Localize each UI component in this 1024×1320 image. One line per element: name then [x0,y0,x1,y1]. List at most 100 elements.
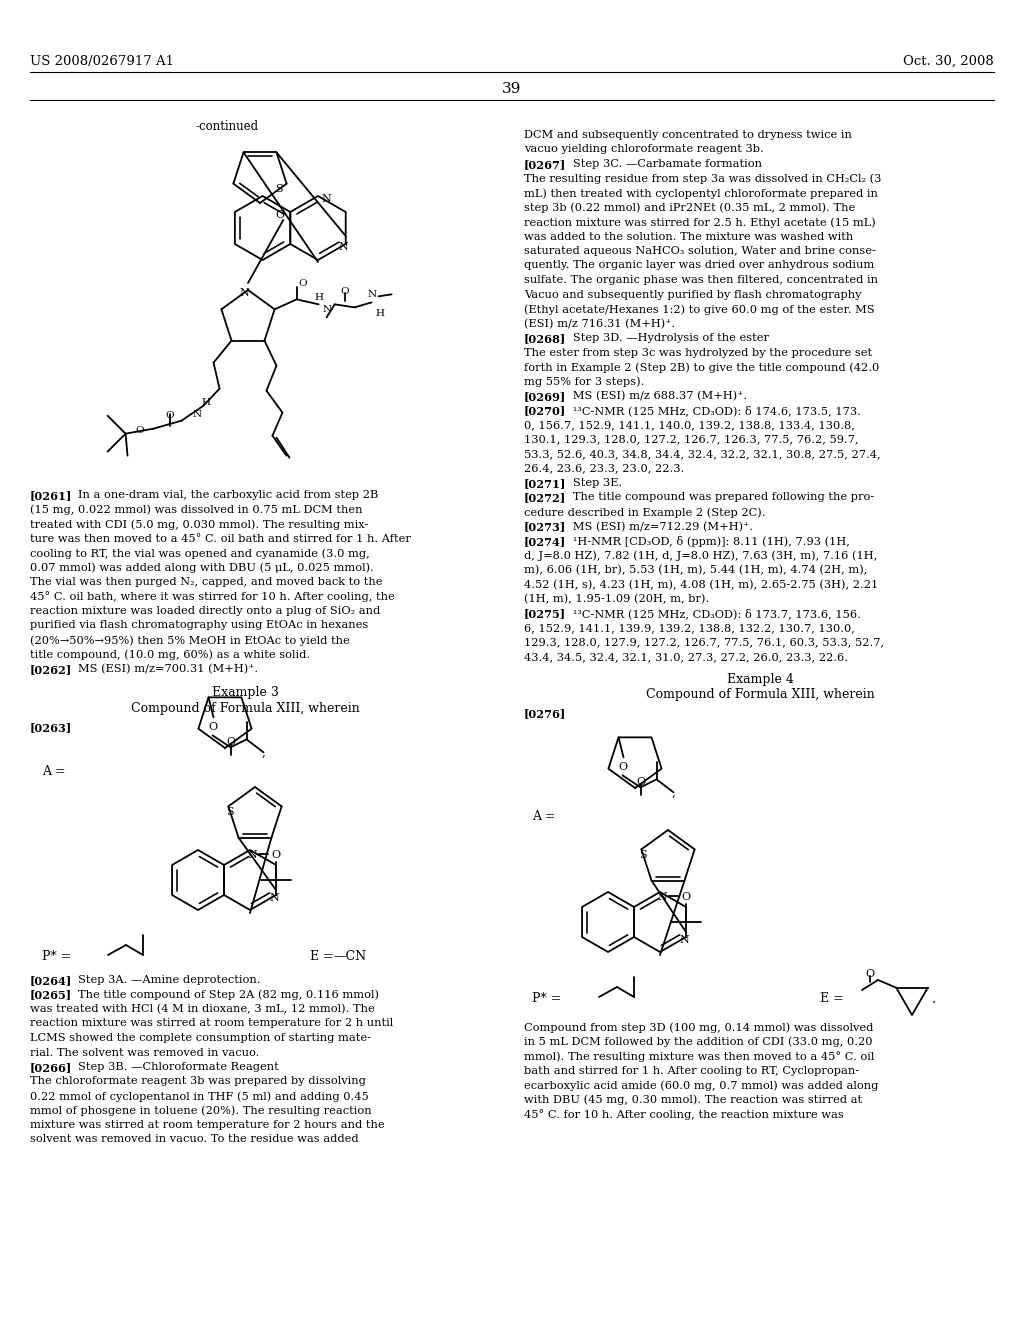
Text: N: N [679,935,689,945]
Text: (ESI) m/z 716.31 (M+H)⁺.: (ESI) m/z 716.31 (M+H)⁺. [524,318,675,329]
Text: N: N [322,194,331,205]
Text: N: N [193,411,202,420]
Text: [0266]: [0266] [30,1063,73,1073]
Text: The title compound of Step 2A (82 mg, 0.116 mmol): The title compound of Step 2A (82 mg, 0.… [78,990,379,1001]
Text: Compound from step 3D (100 mg, 0.14 mmol) was dissolved: Compound from step 3D (100 mg, 0.14 mmol… [524,1022,873,1032]
Text: ture was then moved to a 45° C. oil bath and stirred for 1 h. After: ture was then moved to a 45° C. oil bath… [30,533,411,544]
Text: O: O [208,722,217,733]
Text: LCMS showed the complete consumption of starting mate-: LCMS showed the complete consumption of … [30,1034,371,1043]
Text: E =: E = [310,950,334,964]
Text: [0261]: [0261] [30,490,73,502]
Text: [0271]: [0271] [524,478,566,488]
Text: S: S [274,183,283,194]
Text: Example 4: Example 4 [727,673,794,686]
Text: title compound, (10.0 mg, 60%) as a white solid.: title compound, (10.0 mg, 60%) as a whit… [30,649,310,660]
Text: 0, 156.7, 152.9, 141.1, 140.0, 139.2, 138.8, 133.4, 130.8,: 0, 156.7, 152.9, 141.1, 140.0, 139.2, 13… [524,420,855,430]
Text: bath and stirred for 1 h. After cooling to RT, Cyclopropan-: bath and stirred for 1 h. After cooling … [524,1065,859,1076]
Text: A =: A = [42,766,66,777]
Text: N: N [657,892,667,902]
Text: treated with CDI (5.0 mg, 0.030 mmol). The resulting mix-: treated with CDI (5.0 mg, 0.030 mmol). T… [30,519,369,529]
Text: The title compound was prepared following the pro-: The title compound was prepared followin… [562,492,874,503]
Text: (15 mg, 0.022 mmol) was dissolved in 0.75 mL DCM then: (15 mg, 0.022 mmol) was dissolved in 0.7… [30,504,362,515]
Text: H: H [201,399,210,407]
Text: MS (ESI) m/z=712.29 (M+H)⁺.: MS (ESI) m/z=712.29 (M+H)⁺. [562,521,753,532]
Text: MS (ESI) m/z=700.31 (M+H)⁺.: MS (ESI) m/z=700.31 (M+H)⁺. [78,664,258,675]
Text: O: O [636,777,645,787]
Text: [0269]: [0269] [524,391,566,403]
Text: DCM and subsequently concentrated to dryness twice in: DCM and subsequently concentrated to dry… [524,129,852,140]
Text: 6, 152.9, 141.1, 139.9, 139.2, 138.8, 132.2, 130.7, 130.0,: 6, 152.9, 141.1, 139.9, 139.2, 138.8, 13… [524,623,855,634]
Text: .: . [932,993,936,1006]
Text: ¹³C-NMR (125 MHz, CD₃OD): δ 174.6, 173.5, 173.: ¹³C-NMR (125 MHz, CD₃OD): δ 174.6, 173.5… [562,405,861,416]
Text: N: N [240,288,249,298]
Text: 45° C. oil bath, where it was stirred for 10 h. After cooling, the: 45° C. oil bath, where it was stirred fo… [30,591,394,602]
Text: E =: E = [820,993,844,1005]
Text: m), 6.06 (1H, br), 5.53 (1H, m), 5.44 (1H, m), 4.74 (2H, m),: m), 6.06 (1H, br), 5.53 (1H, m), 5.44 (1… [524,565,867,576]
Text: 53.3, 52.6, 40.3, 34.8, 34.4, 32.4, 32.2, 32.1, 30.8, 27.5, 27.4,: 53.3, 52.6, 40.3, 34.8, 34.4, 32.4, 32.2… [524,449,881,459]
Text: ¹³C-NMR (125 MHz, CD₃OD): δ 173.7, 173.6, 156.: ¹³C-NMR (125 MHz, CD₃OD): δ 173.7, 173.6… [562,609,861,619]
Text: (1H, m), 1.95-1.09 (20H, m, br).: (1H, m), 1.95-1.09 (20H, m, br). [524,594,710,605]
Text: 26.4, 23.6, 23.3, 23.0, 22.3.: 26.4, 23.6, 23.3, 23.0, 22.3. [524,463,684,474]
Text: N: N [247,850,257,861]
Text: was added to the solution. The mixture was washed with: was added to the solution. The mixture w… [524,231,853,242]
Text: d, J=8.0 HZ), 7.82 (1H, d, J=8.0 HZ), 7.63 (3H, m), 7.16 (1H,: d, J=8.0 HZ), 7.82 (1H, d, J=8.0 HZ), 7.… [524,550,878,561]
Text: O: O [226,738,236,747]
Text: P* =: P* = [532,993,561,1005]
Text: quently. The organic layer was dried over anhydrous sodium: quently. The organic layer was dried ove… [524,260,874,271]
Text: N: N [323,305,331,314]
Text: O: O [681,892,690,902]
Text: Step 3D. —Hydrolysis of the ester: Step 3D. —Hydrolysis of the ester [562,333,769,343]
Text: O: O [865,969,874,979]
Text: S: S [226,808,234,817]
Text: cooling to RT, the vial was opened and cyanamide (3.0 mg,: cooling to RT, the vial was opened and c… [30,548,370,558]
Text: [0276]: [0276] [524,708,566,719]
Text: O: O [617,763,627,772]
Text: Example 3: Example 3 [212,686,279,700]
Text: vacuo yielding chloroformate reagent 3b.: vacuo yielding chloroformate reagent 3b. [524,144,764,154]
Text: 4.52 (1H, s), 4.23 (1H, m), 4.08 (1H, m), 2.65-2.75 (3H), 2.21: 4.52 (1H, s), 4.23 (1H, m), 4.08 (1H, m)… [524,579,879,590]
Text: [0273]: [0273] [524,521,566,532]
Text: The vial was then purged N₂, capped, and moved back to the: The vial was then purged N₂, capped, and… [30,577,383,587]
Text: ecarboxylic acid amide (60.0 mg, 0.7 mmol) was added along: ecarboxylic acid amide (60.0 mg, 0.7 mmo… [524,1080,879,1090]
Text: H: H [375,309,384,318]
Text: [0274]: [0274] [524,536,566,546]
Text: Step 3C. —Carbamate formation: Step 3C. —Carbamate formation [562,158,762,169]
Text: reaction mixture was stirred for 2.5 h. Ethyl acetate (15 mL): reaction mixture was stirred for 2.5 h. … [524,216,876,227]
Text: ¹H-NMR [CD₃OD, δ (ppm)]: 8.11 (1H), 7.93 (1H,: ¹H-NMR [CD₃OD, δ (ppm)]: 8.11 (1H), 7.93… [562,536,850,546]
Text: 129.3, 128.0, 127.9, 127.2, 126.7, 77.5, 76.1, 60.3, 53.3, 52.7,: 129.3, 128.0, 127.9, 127.2, 126.7, 77.5,… [524,638,884,648]
Text: step 3b (0.22 mmol) and iPr2NEt (0.35 mL, 2 mmol). The: step 3b (0.22 mmol) and iPr2NEt (0.35 mL… [524,202,855,213]
Text: saturated aqueous NaHCO₃ solution, Water and brine conse-: saturated aqueous NaHCO₃ solution, Water… [524,246,876,256]
Text: (Ethyl acetate/Hexanes 1:2) to give 60.0 mg of the ester. MS: (Ethyl acetate/Hexanes 1:2) to give 60.0… [524,304,874,314]
Text: (20%→50%→95%) then 5% MeOH in EtOAc to yield the: (20%→50%→95%) then 5% MeOH in EtOAc to y… [30,635,350,645]
Text: Oct. 30, 2008: Oct. 30, 2008 [903,55,994,69]
Text: mL) then treated with cyclopentyl chloroformate prepared in: mL) then treated with cyclopentyl chloro… [524,187,878,198]
Text: [0262]: [0262] [30,664,73,675]
Text: 130.1, 129.3, 128.0, 127.2, 126.7, 126.3, 77.5, 76.2, 59.7,: 130.1, 129.3, 128.0, 127.2, 126.7, 126.3… [524,434,859,445]
Text: The resulting residue from step 3a was dissolved in CH₂Cl₂ (3: The resulting residue from step 3a was d… [524,173,882,183]
Text: Step 3E.: Step 3E. [562,478,623,488]
Text: Compound of Formula XIII, wherein: Compound of Formula XIII, wherein [131,702,359,715]
Text: The chloroformate reagent 3b was prepared by dissolving: The chloroformate reagent 3b was prepare… [30,1077,366,1086]
Text: rial. The solvent was removed in vacuo.: rial. The solvent was removed in vacuo. [30,1048,259,1057]
Text: was treated with HCl (4 M in dioxane, 3 mL, 12 mmol). The: was treated with HCl (4 M in dioxane, 3 … [30,1005,375,1014]
Text: [0267]: [0267] [524,158,566,170]
Text: N: N [367,290,376,298]
Text: mmol). The resulting mixture was then moved to a 45° C. oil: mmol). The resulting mixture was then mo… [524,1051,874,1061]
Text: -continued: -continued [195,120,258,133]
Text: 0.07 mmol) was added along with DBU (5 μL, 0.025 mmol).: 0.07 mmol) was added along with DBU (5 μ… [30,562,374,573]
Text: US 2008/0267917 A1: US 2008/0267917 A1 [30,55,174,69]
Text: [0272]: [0272] [524,492,566,503]
Text: ,: , [261,746,265,759]
Text: reaction mixture was loaded directly onto a plug of SiO₂ and: reaction mixture was loaded directly ont… [30,606,380,616]
Text: mmol of phosgene in toluene (20%). The resulting reaction: mmol of phosgene in toluene (20%). The r… [30,1106,372,1117]
Text: The ester from step 3c was hydrolyzed by the procedure set: The ester from step 3c was hydrolyzed by… [524,347,872,358]
Text: Step 3A. —Amine deprotection.: Step 3A. —Amine deprotection. [78,975,260,985]
Text: O: O [275,210,285,220]
Text: 43.4, 34.5, 32.4, 32.1, 31.0, 27.3, 27.2, 26.0, 23.3, 22.6.: 43.4, 34.5, 32.4, 32.1, 31.0, 27.3, 27.2… [524,652,848,663]
Text: —CN: —CN [333,950,367,964]
Text: Compound of Formula XIII, wherein: Compound of Formula XIII, wherein [645,688,874,701]
Text: H: H [314,293,324,302]
Text: cedure described in Example 2 (Step 2C).: cedure described in Example 2 (Step 2C). [524,507,766,517]
Text: [0275]: [0275] [524,609,566,619]
Text: 39: 39 [503,82,521,96]
